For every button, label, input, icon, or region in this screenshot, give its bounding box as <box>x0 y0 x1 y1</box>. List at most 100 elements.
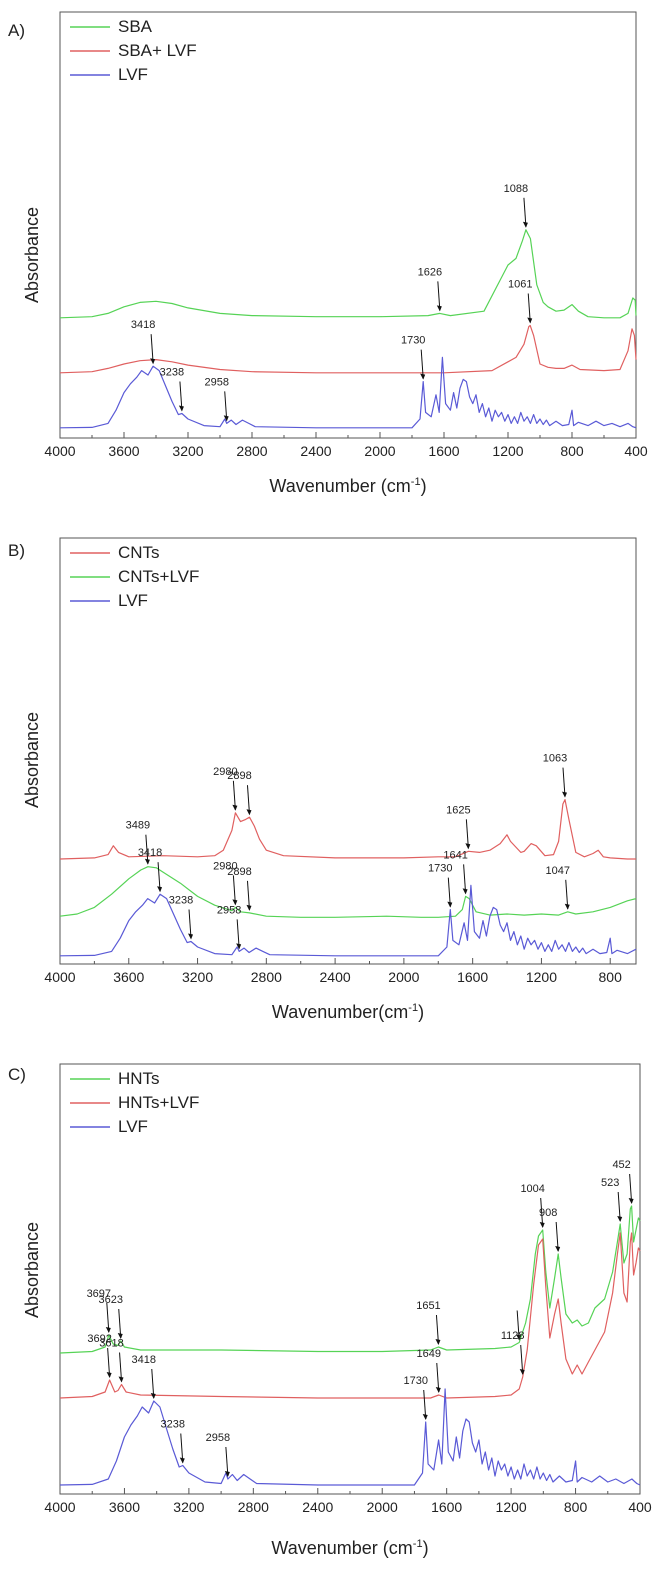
annotation-label: 1626 <box>418 266 442 278</box>
legend-entry: SBA <box>118 17 153 36</box>
annotation-arrowhead <box>435 1339 440 1345</box>
annotation-label: 3418 <box>131 319 155 331</box>
x-tick-label: 1200 <box>496 1499 527 1515</box>
x-axis-title: Wavenumber (cm-1) <box>269 476 426 496</box>
annotation-arrowhead <box>447 902 452 908</box>
y-axis-title: Absorbance <box>22 207 42 303</box>
x-axis-title: Wavenumber(cm-1) <box>272 1002 424 1022</box>
x-tick-label: 1600 <box>457 969 488 985</box>
annotation-label: 2958 <box>204 376 228 388</box>
annotation-arrowhead <box>151 1393 156 1399</box>
panel-c: C)4000 3600 3200 2800 2400 2000 1600 1200 800 400… <box>8 1064 652 1558</box>
annotation-label: 1128 <box>501 1330 525 1342</box>
legend-entry: LVF <box>118 65 148 84</box>
y-axis-title: Absorbance <box>22 712 42 808</box>
annotation-label: 2958 <box>217 904 241 916</box>
annotation-label: 3618 <box>99 1338 123 1350</box>
annotation-arrowhead <box>562 792 567 798</box>
x-tick-label: 2000 <box>388 969 419 985</box>
annotation-arrowhead <box>555 1246 560 1252</box>
x-tick-label: 800 <box>560 443 584 459</box>
annotation-label: 2898 <box>227 770 251 782</box>
x-tick-label: 3200 <box>172 443 203 459</box>
x-tick-label: 3600 <box>108 443 139 459</box>
x-tick-label: 2400 <box>302 1499 333 1515</box>
annotation-arrowhead <box>436 1387 441 1393</box>
legend-entry: CNTs <box>118 543 160 562</box>
annotation-label: 1625 <box>446 804 470 816</box>
annotation-label: 1004 <box>520 1183 544 1195</box>
panel-b: B)4000 3600 3200 2800 2400 2000 1600 1200 800Wav… <box>8 538 636 1022</box>
annotation-label: 452 <box>612 1159 630 1171</box>
annotation-arrowhead <box>107 1372 112 1378</box>
annotation-arrowhead <box>527 318 532 324</box>
annotation-arrowhead <box>145 859 150 865</box>
x-tick-label: 2000 <box>367 1499 398 1515</box>
annotation-arrowhead <box>188 934 193 940</box>
x-tick-label: 1600 <box>431 1499 462 1515</box>
legend-entry: LVF <box>118 591 148 610</box>
series-line-lvf <box>60 1389 640 1485</box>
annotation-label: 1730 <box>403 1375 427 1387</box>
series-line-hnts-lvf <box>60 1233 640 1398</box>
annotation-label: 3623 <box>98 1294 122 1306</box>
annotation-arrowhead <box>565 904 570 910</box>
series-line-sba <box>60 230 636 318</box>
annotation-arrowhead <box>150 358 155 364</box>
x-tick-label: 4000 <box>44 443 75 459</box>
annotation-arrowhead <box>465 843 470 849</box>
legend-entry: CNTs+LVF <box>118 567 199 586</box>
x-tick-label: 800 <box>564 1499 588 1515</box>
annotation-arrowhead <box>179 406 184 412</box>
x-tick-label: 400 <box>624 443 648 459</box>
annotation-label: 1730 <box>401 335 425 347</box>
x-axis-title: Wavenumber (cm-1) <box>271 1538 428 1558</box>
x-tick-label: 1600 <box>428 443 459 459</box>
x-tick-label: 2800 <box>251 969 282 985</box>
x-tick-label: 2800 <box>236 443 267 459</box>
annotation-label: 1047 <box>545 865 569 877</box>
annotation-arrowhead <box>540 1222 545 1228</box>
annotation-arrowhead <box>119 1377 124 1383</box>
annotation-label: 3238 <box>160 367 184 379</box>
annotation-label: 3238 <box>161 1419 185 1431</box>
annotation-label: 3238 <box>169 895 193 907</box>
annotation-label: 2958 <box>206 1432 230 1444</box>
annotation-arrowhead <box>617 1216 622 1222</box>
legend-entry: HNTs+LVF <box>118 1093 199 1112</box>
x-tick-label: 1200 <box>492 443 523 459</box>
x-tick-label: 3600 <box>113 969 144 985</box>
x-tick-label: 4000 <box>44 969 75 985</box>
annotation-arrowhead <box>180 1458 185 1464</box>
x-tick-label: 2400 <box>320 969 351 985</box>
x-tick-label: 2000 <box>364 443 395 459</box>
annotation-label: 2898 <box>227 866 251 878</box>
annotation-label: 3418 <box>132 1354 156 1366</box>
annotation-arrowhead <box>420 374 425 380</box>
legend-entry: HNTs <box>118 1069 160 1088</box>
annotation-arrowhead <box>236 943 241 949</box>
annotation-label: 1088 <box>504 183 528 195</box>
x-tick-label: 800 <box>599 969 623 985</box>
annotation-label: 3418 <box>138 847 162 859</box>
series-line-sba-lvf <box>60 326 636 373</box>
annotation-arrowhead <box>246 905 251 911</box>
x-tick-label: 1200 <box>526 969 557 985</box>
annotation-label: 1730 <box>428 863 452 875</box>
annotation-label: 3489 <box>126 820 150 832</box>
annotation-arrowhead <box>523 222 528 228</box>
annotation-label: 908 <box>539 1207 557 1219</box>
x-tick-label: 2800 <box>238 1499 269 1515</box>
y-axis-title: Absorbance <box>22 1222 42 1318</box>
annotation-arrowhead <box>629 1198 634 1204</box>
annotation-arrowhead <box>157 886 162 892</box>
panel-label: B) <box>8 541 25 560</box>
annotation-arrowhead <box>437 305 442 311</box>
annotation-label: 1061 <box>508 279 532 291</box>
panel-label: A) <box>8 21 25 40</box>
series-line-hnts <box>60 1206 640 1353</box>
x-tick-label: 2400 <box>300 443 331 459</box>
legend-entry: SBA+ LVF <box>118 41 197 60</box>
legend-entry: LVF <box>118 1117 148 1136</box>
